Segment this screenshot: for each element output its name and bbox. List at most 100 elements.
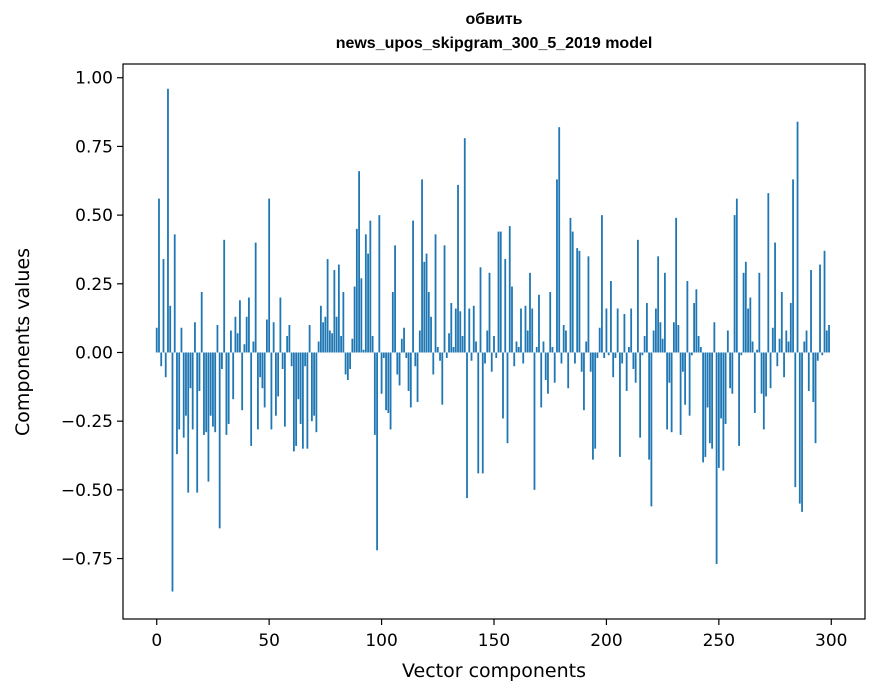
bar-component-212 (632, 352, 635, 369)
bar-component-45 (257, 352, 259, 430)
x-tick-label: 250 (703, 631, 735, 651)
bar-component-118 (421, 179, 423, 353)
bar-component-29 (221, 352, 223, 369)
bar-component-268 (758, 272, 761, 353)
bar-component-284 (794, 352, 797, 488)
bar-component-289 (805, 330, 808, 353)
bar-component-168 (533, 352, 536, 490)
bar-component-134 (457, 184, 459, 353)
bar-component-72 (317, 341, 320, 353)
bar-component-153 (499, 231, 502, 353)
bar-component-296 (821, 352, 824, 356)
bar-component-31 (225, 352, 228, 435)
bar-component-194 (592, 352, 594, 460)
bar-component-17 (194, 322, 196, 353)
bar-component-47 (261, 352, 264, 389)
bar-component-181 (562, 325, 565, 353)
bar-component-186 (574, 352, 576, 364)
bar-component-219 (648, 352, 651, 460)
bar-component-290 (807, 352, 810, 391)
bar-component-157 (508, 226, 511, 353)
bar-component-130 (448, 333, 450, 353)
bar-component-126 (439, 352, 441, 361)
bar-component-270 (762, 352, 765, 430)
x-tick-label: 200 (590, 631, 622, 651)
bar-component-60 (290, 352, 293, 367)
bar-component-78 (331, 333, 334, 353)
bar-component-149 (490, 352, 493, 372)
bar-component-116 (416, 352, 419, 402)
bar-component-143 (477, 352, 480, 474)
y-tick-label: −0.25 (61, 412, 113, 432)
bar-component-267 (756, 349, 758, 353)
y-axis-ticks: 1.00 0.75 0.50 0.25 0.00 −0.25 −0.50 −0.75 (61, 69, 123, 570)
bar-component-208 (623, 314, 626, 353)
bar-component-32 (227, 352, 230, 424)
bar-component-196 (596, 352, 599, 358)
bar-component-269 (760, 352, 763, 394)
bar-component-229 (670, 352, 673, 433)
bar-component-56 (281, 352, 284, 369)
bar-component-258 (735, 198, 738, 353)
bar-component-86 (349, 352, 351, 369)
bar-component-68 (308, 325, 311, 353)
bar-component-202 (610, 281, 612, 353)
bar-component-151 (495, 352, 498, 358)
bar-component-257 (733, 215, 736, 353)
bar-component-204 (614, 352, 617, 358)
bar-component-81 (337, 264, 340, 353)
bar-component-136 (461, 336, 464, 353)
bar-component-188 (578, 250, 581, 353)
bar-component-115 (414, 352, 417, 367)
bar-component-169 (535, 347, 538, 353)
bar-component-93 (364, 234, 367, 353)
bar-component-67 (306, 352, 309, 449)
bar-component-162 (520, 308, 522, 353)
bar-component-185 (571, 231, 574, 353)
bar-component-210 (628, 347, 630, 353)
chart-title: обвить (465, 11, 523, 28)
bar-component-3 (162, 259, 165, 353)
bar-component-97 (373, 352, 376, 435)
bar-component-225 (661, 338, 664, 353)
bar-component-58 (286, 336, 289, 353)
bar-component-25 (212, 352, 214, 427)
bar-component-165 (526, 330, 529, 353)
bar-component-214 (637, 239, 639, 353)
bar-component-183 (567, 352, 570, 389)
bar-component-112 (407, 352, 410, 391)
bar-component-100 (380, 352, 383, 394)
bar-component-92 (362, 349, 365, 353)
bar-component-52 (272, 322, 275, 353)
bar-component-176 (551, 347, 554, 353)
bar-component-46 (259, 352, 262, 378)
bar-component-96 (371, 336, 374, 353)
bar-component-251 (720, 352, 722, 419)
bar-component-18 (196, 352, 199, 493)
bar-component-236 (686, 281, 689, 353)
bar-component-259 (738, 352, 740, 446)
bar-component-173 (544, 352, 547, 380)
bar-component-152 (497, 231, 500, 353)
bar-component-82 (340, 336, 342, 353)
bar-component-114 (412, 220, 414, 353)
bar-component-0 (155, 327, 158, 353)
y-tick-label: 0.75 (75, 137, 113, 157)
bar-component-156 (506, 352, 509, 444)
bar-component-148 (488, 272, 491, 353)
bar-component-230 (672, 322, 675, 353)
bar-component-102 (385, 352, 387, 411)
bar-component-69 (310, 352, 313, 422)
bar-component-217 (643, 336, 646, 353)
bar-component-245 (706, 352, 709, 408)
bar-component-41 (248, 297, 250, 353)
bar-component-19 (198, 352, 201, 391)
bar-component-278 (780, 292, 783, 353)
bar-component-246 (708, 352, 711, 444)
bar-component-23 (207, 352, 210, 482)
bar-component-189 (580, 352, 583, 372)
bar-component-172 (542, 341, 545, 353)
bar-component-279 (783, 352, 785, 378)
bar-component-133 (454, 308, 457, 353)
bar-component-175 (549, 292, 552, 353)
